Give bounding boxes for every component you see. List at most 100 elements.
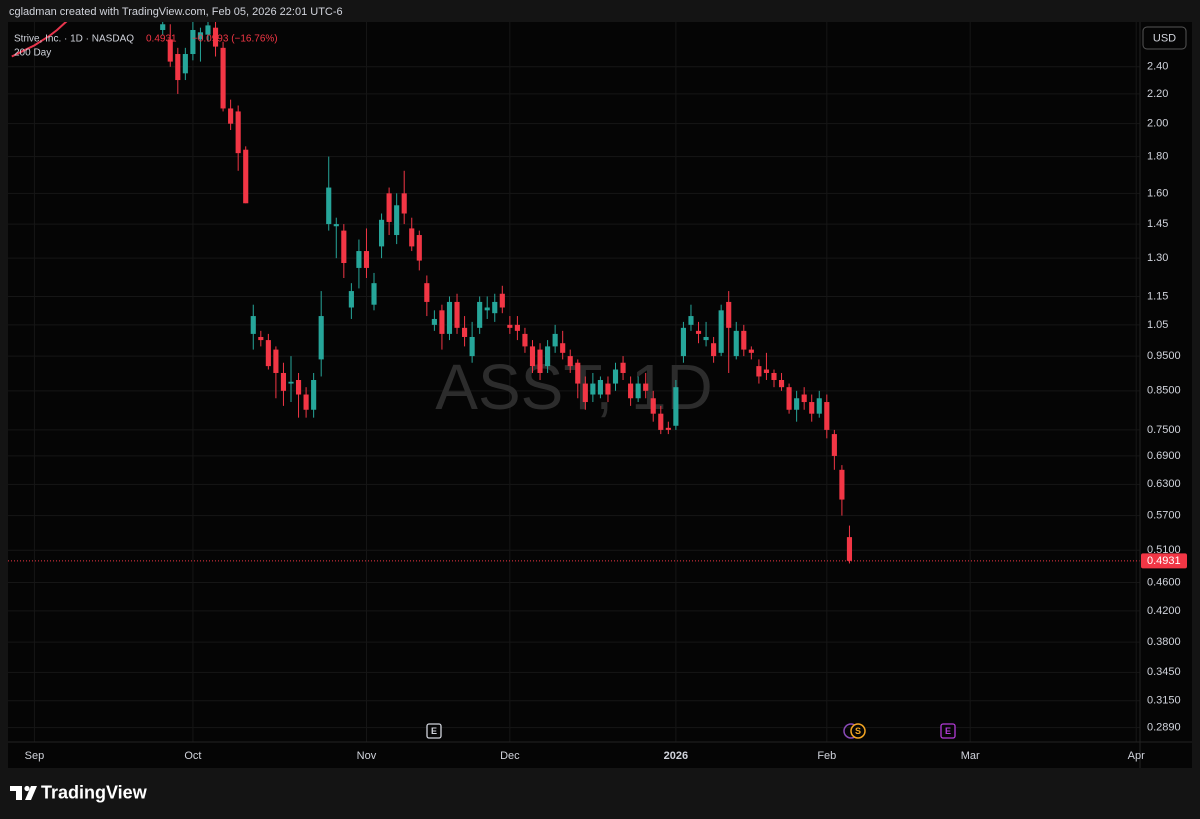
candle-body	[726, 301, 732, 328]
candle-body	[658, 413, 664, 430]
candle-body	[597, 379, 603, 395]
candle-body	[741, 330, 747, 350]
candle-body	[439, 310, 445, 334]
event-marker	[426, 723, 442, 739]
candle-body	[635, 383, 641, 399]
candle-body	[650, 398, 656, 414]
header-change: −0.0993 (−16.76%)	[192, 34, 278, 45]
candle-body	[197, 32, 204, 40]
y-tick-label: 0.9500	[1147, 350, 1181, 362]
candle-body	[718, 310, 724, 353]
candle-body	[288, 381, 294, 384]
candle-body	[711, 343, 717, 357]
candle-body	[484, 307, 490, 311]
candle-body	[371, 283, 377, 305]
logo-shape	[25, 786, 37, 800]
candle-body	[778, 379, 785, 388]
candle-body	[582, 383, 588, 403]
candle-body	[567, 356, 573, 367]
candle-body	[846, 537, 853, 561]
x-tick-label: Mar	[961, 750, 980, 762]
y-tick-label: 2.00	[1147, 118, 1168, 130]
candle-body	[175, 54, 181, 81]
candle-body	[469, 336, 475, 357]
candle-body	[537, 349, 543, 373]
y-tick-label: 0.5700	[1147, 509, 1181, 521]
candle-body	[394, 205, 400, 236]
y-tick-label: 0.3450	[1147, 666, 1181, 678]
y-tick-label: 0.6300	[1147, 478, 1181, 490]
candle-body	[341, 230, 347, 264]
candle-body	[545, 346, 551, 367]
candle-body	[182, 54, 188, 74]
credit: cgladman created with TradingView.com, F…	[9, 6, 343, 18]
overlay-line	[11, 22, 68, 58]
candle-body	[431, 318, 437, 325]
axes: 2.40 2.20 2.00 1.80 1.60 1.45 1.30 1.15 1.05 0.95…	[25, 61, 1187, 762]
candle-body	[529, 346, 536, 367]
candle-body	[628, 383, 634, 399]
x-tick-label: Dec	[500, 750, 520, 762]
candle-body	[522, 333, 528, 347]
candle-body	[409, 228, 415, 247]
event-marker	[850, 723, 866, 739]
candle-body	[401, 193, 407, 214]
candle-body	[333, 224, 339, 227]
candle-body	[680, 327, 686, 357]
x-tick-label: Feb	[817, 750, 836, 762]
x-tick-label: Oct	[184, 750, 201, 762]
candle-body	[809, 402, 815, 414]
y-tick-label: 0.8500	[1147, 385, 1181, 397]
logo-shape	[10, 786, 22, 800]
y-tick-label: 2.40	[1147, 61, 1168, 73]
candle-body	[801, 394, 807, 403]
candle-body	[228, 108, 234, 124]
symbol-title: Strive, Inc. · 1D · NASDAQ	[14, 34, 134, 45]
candle-body	[212, 27, 219, 47]
candle-body	[492, 301, 498, 314]
candle-body	[280, 372, 287, 391]
event-label: E	[431, 726, 437, 736]
candle-body	[507, 324, 513, 328]
logo-dot	[24, 785, 30, 792]
y-tick-label: 1.30	[1147, 252, 1168, 264]
x-tick-label: Sep	[25, 750, 45, 762]
last-price-label: 0.4931	[1147, 555, 1181, 567]
candle-body	[695, 330, 702, 334]
candle-body	[733, 330, 739, 357]
event-label: S	[855, 726, 861, 736]
candle-body	[673, 387, 679, 426]
currency-button[interactable]	[1142, 26, 1187, 50]
candle-body	[620, 362, 626, 373]
brand-logo	[10, 785, 37, 800]
y-tick-label: 2.20	[1147, 88, 1168, 100]
candle-body	[235, 111, 241, 154]
candle-body	[378, 219, 385, 247]
y-tick-label: 0.4200	[1147, 605, 1181, 617]
currency[interactable]: USD	[1153, 32, 1176, 44]
candle-body	[514, 324, 520, 331]
candle-body	[348, 291, 354, 308]
candle-body	[311, 379, 317, 410]
x-tick-label: Nov	[357, 750, 377, 762]
y-tick-label: 0.3150	[1147, 695, 1181, 707]
candle-body	[703, 336, 709, 341]
y-tick-label: 0.6900	[1147, 450, 1181, 462]
candle-body	[499, 293, 505, 308]
candle-body	[575, 362, 581, 384]
candle-body	[462, 327, 468, 337]
candle-body	[831, 434, 837, 456]
candle-body	[560, 343, 566, 353]
candle-body	[220, 47, 226, 109]
candle-body	[243, 149, 249, 204]
candle-body	[590, 383, 596, 395]
candle-body	[763, 369, 770, 373]
x-tick-label: Apr	[1128, 750, 1145, 762]
y-tick-label: 0.4600	[1147, 576, 1181, 588]
y-tick-label: 1.15	[1147, 290, 1168, 302]
y-tick-label: 1.80	[1147, 150, 1168, 162]
candle-body	[250, 316, 256, 334]
brand: TradingView	[41, 782, 148, 802]
